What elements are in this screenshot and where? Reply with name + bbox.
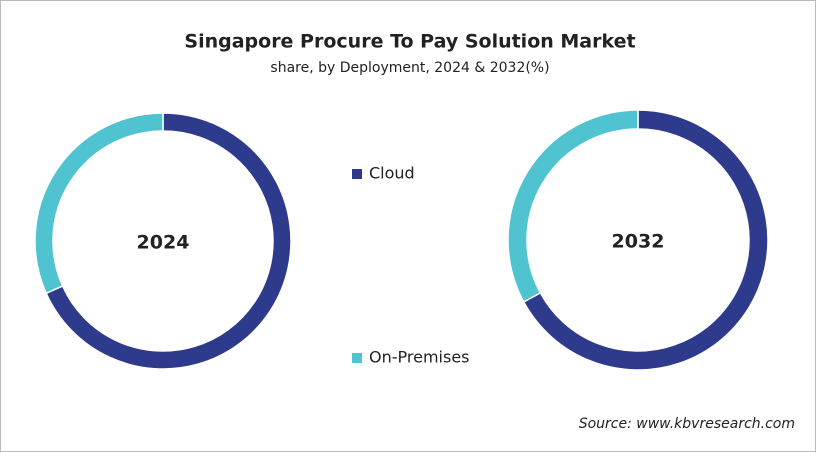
legend-label: Cloud [369,164,415,183]
donut-label: 2032 [612,231,665,253]
chart-title: Singapore Procure To Pay Solution Market [184,31,635,53]
legend-swatch [352,353,362,363]
donut-segment [34,112,164,295]
legend-label: On-Premises [369,348,470,367]
donut-label: 2024 [137,232,190,254]
source: Source: www.kbvresearch.com [579,416,795,432]
chart-subtitle: share, by Deployment, 2024 & 2032(%) [270,60,549,76]
legend-swatch [352,169,362,179]
donut-segment [507,109,639,303]
